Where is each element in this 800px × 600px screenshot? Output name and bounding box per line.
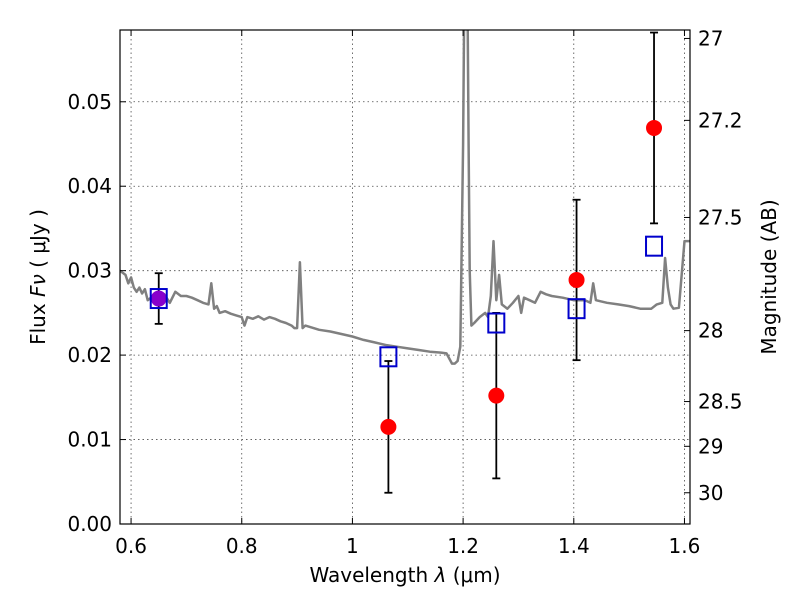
- y-tick-label: 0.00: [67, 512, 112, 536]
- y2-tick-label: 29: [698, 434, 723, 458]
- y-axis-label: Flux Fν ( μJy ): [26, 209, 50, 345]
- y-tick-label: 0.02: [67, 343, 112, 367]
- model-point: [645, 235, 664, 257]
- y2-tick-label: 27.5: [698, 205, 743, 229]
- data-point: [646, 119, 663, 136]
- y2-axis-label: Magnitude (AB): [757, 199, 781, 354]
- y-tick-label: 0.03: [67, 259, 112, 283]
- data-point: [150, 290, 167, 307]
- x-tick-label: 1.6: [669, 534, 701, 558]
- y2-tick-label: 30: [698, 481, 723, 505]
- x-tick-label: 0.8: [226, 534, 258, 558]
- x-tick-label: 1: [346, 534, 359, 558]
- grid: [120, 30, 690, 524]
- spectrum-line: [120, 30, 690, 365]
- y-tick-label: 0.04: [67, 174, 112, 198]
- y-tick-label: 0.01: [67, 428, 112, 452]
- axes: 0.6 0.8 1 1.2 1.4 1.6 0.00 0.01 0.02 0.03 0.04 0.05…: [67, 26, 742, 558]
- y2-tick-label: 28: [698, 319, 723, 343]
- y-tick-label: 0.05: [67, 90, 112, 114]
- y2-tick-label: 27.2: [698, 108, 743, 132]
- plot-frame: [119, 29, 691, 525]
- data-point: [488, 387, 505, 404]
- y2-tick-label: 28.5: [698, 390, 743, 414]
- model-point: [149, 288, 168, 310]
- plot-area: [120, 30, 690, 494]
- model-point: [487, 312, 506, 334]
- axis-labels: Wavelength λ (μm) Flux Fν ( μJy ) Magnit…: [26, 199, 781, 587]
- data-point: [568, 271, 585, 288]
- model-point: [379, 346, 398, 368]
- model-point: [567, 298, 586, 320]
- y2-tick-label: 27: [698, 26, 723, 50]
- x-tick-label: 0.6: [115, 534, 147, 558]
- x-axis-label: Wavelength λ (μm): [309, 563, 500, 587]
- x-tick-label: 1.4: [558, 534, 590, 558]
- x-tick-label: 1.2: [447, 534, 479, 558]
- data-point: [380, 418, 397, 435]
